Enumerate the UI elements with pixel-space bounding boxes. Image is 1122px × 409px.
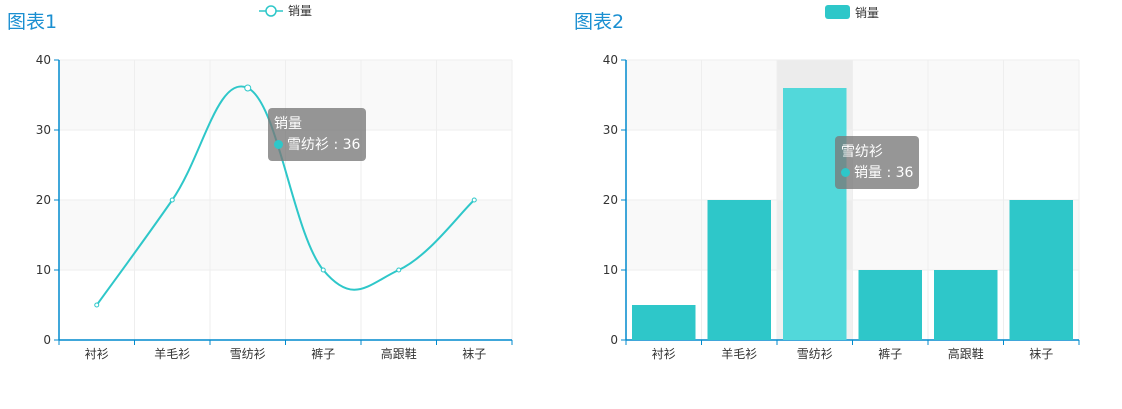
y-tick-label: 40 — [36, 53, 51, 67]
chart-1-svg[interactable]: 0 10 20 30 40 衬衫 羊毛衫 雪纺衫 裤子 高跟鞋 袜子 销量 — [0, 0, 561, 409]
chart-2-title: 图表2 — [574, 11, 625, 33]
chart-1-tooltip: 销量 雪纺衫 : 36 — [268, 108, 367, 161]
x-tick-label: 裤子 — [878, 347, 902, 361]
data-point — [244, 84, 252, 92]
tooltip-row-label: 销量 : 36 — [854, 165, 914, 181]
legend-marker-icon — [265, 5, 277, 17]
x-tick-label: 裤子 — [311, 347, 335, 361]
bar — [783, 88, 847, 340]
y-tick-label: 30 — [36, 123, 51, 137]
legend-label: 销量 — [288, 4, 312, 18]
x-tick-label: 衬衫 — [85, 347, 109, 361]
tooltip-row: 雪纺衫 : 36 — [274, 135, 360, 156]
tooltip-row-label: 雪纺衫 : 36 — [287, 137, 361, 153]
bar — [1009, 200, 1073, 340]
series-dot-icon — [841, 168, 850, 177]
chart-2-tooltip: 雪纺衫 销量 : 36 — [835, 136, 920, 189]
data-point — [320, 267, 326, 273]
y-tick-label: 10 — [36, 263, 51, 277]
bar — [934, 270, 998, 340]
y-tick-label: 40 — [603, 53, 618, 67]
y-tick-label: 20 — [603, 193, 618, 207]
x-tick-label: 高跟鞋 — [948, 346, 984, 361]
tooltip-header: 雪纺衫 — [841, 144, 883, 160]
y-tick-label: 0 — [610, 333, 618, 347]
data-point — [396, 267, 402, 273]
legend-label: 销量 — [855, 6, 879, 20]
bar — [632, 305, 696, 340]
x-tick-label: 羊毛衫 — [154, 346, 190, 361]
y-tick-label: 30 — [603, 123, 618, 137]
y-tick-label: 20 — [36, 193, 51, 207]
data-point — [471, 197, 477, 203]
x-tick-label: 雪纺衫 — [797, 347, 833, 361]
x-tick-label: 羊毛衫 — [721, 346, 757, 361]
legend-swatch-icon — [825, 5, 850, 19]
data-point — [94, 302, 100, 308]
chart-2-panel: 图表2 0 10 20 30 40 衬衫 羊毛衫 雪纺衫 裤子 高跟鞋 袜子 销量 雪纺衫 销量 : … — [567, 0, 1122, 409]
series-dot-icon — [274, 140, 283, 149]
chart-1-title: 图表1 — [7, 11, 58, 33]
x-tick-label: 袜子 — [462, 347, 486, 361]
x-tick-label: 袜子 — [1029, 347, 1053, 361]
y-tick-label: 0 — [43, 333, 51, 347]
x-tick-label: 衬衫 — [652, 347, 676, 361]
y-tick-label: 10 — [603, 263, 618, 277]
data-point — [169, 197, 175, 203]
chart-1-panel: 图表1 0 10 20 30 40 衬衫 羊毛衫 雪纺衫 裤子 高跟鞋 袜子 销量 销量 雪纺衫 : … — [0, 0, 561, 409]
tooltip-row: 销量 : 36 — [841, 163, 913, 184]
x-tick-label: 高跟鞋 — [381, 346, 417, 361]
bar — [858, 270, 922, 340]
tooltip-header: 销量 — [274, 116, 302, 132]
bar — [707, 200, 771, 340]
x-tick-label: 雪纺衫 — [230, 347, 266, 361]
